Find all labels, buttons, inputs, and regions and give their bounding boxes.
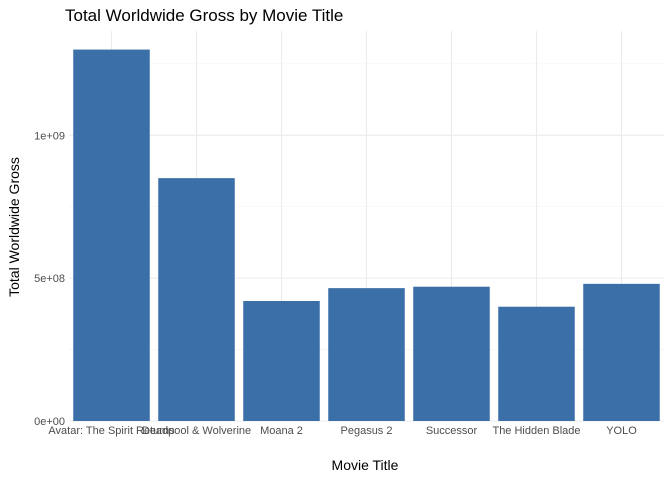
y-axis-title: Total Worldwide Gross xyxy=(6,157,22,297)
y-tick-label: 5e+08 xyxy=(34,273,65,285)
x-tick-label: The Hidden Blade xyxy=(492,425,580,437)
bar xyxy=(583,283,660,421)
y-tick-label: 0e+00 xyxy=(34,416,65,428)
bar xyxy=(498,306,575,421)
x-tick-label: YOLO xyxy=(606,425,637,437)
x-axis-title: Movie Title xyxy=(332,457,399,473)
x-tick-label: Successor xyxy=(426,425,478,437)
x-tick-label: Deadpool & Wolverine xyxy=(142,425,251,437)
bar xyxy=(243,301,320,421)
bars xyxy=(73,49,660,421)
x-tick-label: Moana 2 xyxy=(260,425,303,437)
x-tick-label: Avatar: The Spirit Returns xyxy=(48,425,175,437)
y-tick-label: 1e+09 xyxy=(34,130,65,142)
bar xyxy=(413,286,490,421)
bar xyxy=(73,49,150,421)
y-axis-ticks: 0e+00 5e+08 1e+09 xyxy=(34,130,65,428)
bar xyxy=(328,288,405,421)
chart-title: Total Worldwide Gross by Movie Title xyxy=(65,6,343,25)
bar xyxy=(158,178,235,421)
x-tick-label: Pegasus 2 xyxy=(341,425,393,437)
